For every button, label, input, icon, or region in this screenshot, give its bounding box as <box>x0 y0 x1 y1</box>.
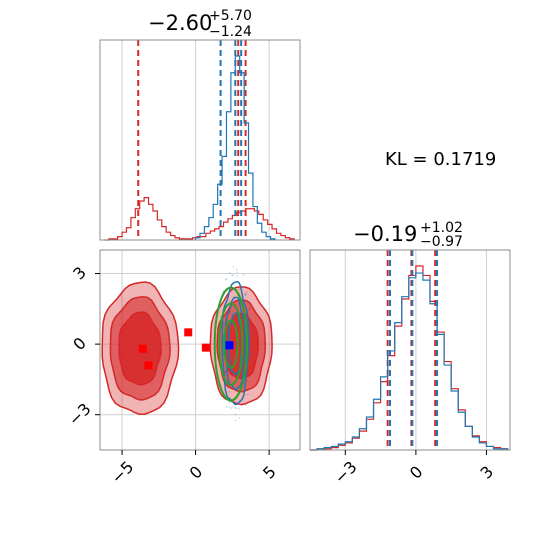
panel-3-scatter-point <box>238 288 241 291</box>
panel-marginal-param1: −2.60 +5.70 −1.24 <box>99 8 301 241</box>
panel-3-scatter-point <box>234 413 237 416</box>
panel-3-scatter-point <box>235 275 238 278</box>
panel-4-xtick-label: 3 <box>477 462 498 483</box>
panel-4-background <box>310 250 510 450</box>
panel-3-xtick-label: −5 <box>107 457 137 487</box>
panel-3-scatter-point <box>234 406 236 409</box>
panel-3-scatter-point <box>228 271 231 274</box>
panel-3-scatter-point <box>244 292 246 295</box>
panel-4-title-upper: +1.02 <box>420 220 463 236</box>
panel-4-title-value: −0.19 <box>353 222 417 246</box>
panel-3-scatter-point <box>228 406 231 408</box>
panel-3-green-ellipse-0-2 <box>223 319 239 369</box>
panel-1-hist-series-0 <box>104 197 295 241</box>
panel-3-scatter-point <box>231 274 233 277</box>
panel-1-title-upper: +5.70 <box>209 8 252 24</box>
panel-3-scatter-point <box>217 365 220 368</box>
panel-marginal-param2: −3 0 3 −0.19 +1.02 −0.97 <box>309 220 511 487</box>
panel-3-xtick-label: 0 <box>186 462 207 483</box>
panel-3-marker-4 <box>225 341 234 350</box>
panel-3-blue-contour-0-0 <box>221 280 250 406</box>
panel-3-scatter-point <box>245 293 248 295</box>
panel-3-scatter-point <box>232 265 235 268</box>
panel-3-scatter-point <box>228 391 230 393</box>
panel-3-plot <box>101 265 273 422</box>
panel-4-frame <box>309 249 511 451</box>
panel-1-background <box>100 40 300 240</box>
panel-1-title-value: −2.60 <box>148 11 212 35</box>
panel-joint: −5 0 5 3 0 −3 <box>65 249 301 487</box>
panel-3-ytick-label: 3 <box>69 263 90 284</box>
panel-3-scatter-point <box>235 268 238 271</box>
panel-3-marker-1 <box>144 361 153 370</box>
kl-annotation: KL = 0.1719 <box>385 149 496 170</box>
panel-3-frame <box>99 249 301 451</box>
panel-4-xtick-label: 0 <box>406 462 427 483</box>
panel-3-scatter-point <box>228 300 230 303</box>
panel-4-ticks: −3 0 3 <box>331 450 498 487</box>
panel-4-title: −0.19 <box>353 222 417 246</box>
panel-3-scatter-point <box>242 273 245 276</box>
panel-4-grid <box>344 250 487 450</box>
panel-3-marker-2 <box>184 328 193 337</box>
panel-1-grid <box>121 40 270 240</box>
panel-3-scatter-point <box>224 278 227 281</box>
panel-3-scatter-point <box>236 271 239 274</box>
panel-3-scatter-point <box>235 407 237 410</box>
panel-4-xtick-label: −3 <box>331 457 361 487</box>
panel-3-scatter-point <box>238 417 241 420</box>
panel-4-title-lower: −0.97 <box>420 234 463 250</box>
panel-3-scatter-point <box>225 277 228 280</box>
panel-4-plot <box>310 250 509 451</box>
panel-3-scatter-point <box>225 405 228 408</box>
panel-3-ytick-label: −3 <box>65 399 95 429</box>
panel-3-scatter-point <box>244 293 246 296</box>
panel-3-scatter-point <box>228 401 231 404</box>
panel-1-frame <box>99 39 301 241</box>
panel-3-scatter-point <box>246 291 249 294</box>
panel-3-scatter-point <box>244 294 247 297</box>
panel-3-marker-0 <box>138 344 147 353</box>
panel-3-scatter-point <box>247 393 249 396</box>
panel-4-hist-series-1 <box>310 272 509 451</box>
panel-3-scatter-point <box>230 407 233 410</box>
panel-3-green-ellipse-0-1 <box>218 302 244 386</box>
panel-1-title-lower: −1.24 <box>209 24 252 40</box>
panel-3-scatter-point <box>231 405 234 408</box>
panel-3-green-ellipse-0-0 <box>213 286 249 402</box>
panel-3-scatter-point <box>232 274 235 276</box>
panel-1-plot <box>104 40 295 241</box>
panel-3-scatter-point <box>238 408 240 410</box>
panel-3-marker-3 <box>201 343 210 352</box>
panel-3-ytick-label: 0 <box>69 333 90 354</box>
panel-3-xtick-label: 5 <box>259 462 280 483</box>
panel-3-scatter-point <box>234 419 237 422</box>
panel-1-title: −2.60 <box>148 11 212 35</box>
